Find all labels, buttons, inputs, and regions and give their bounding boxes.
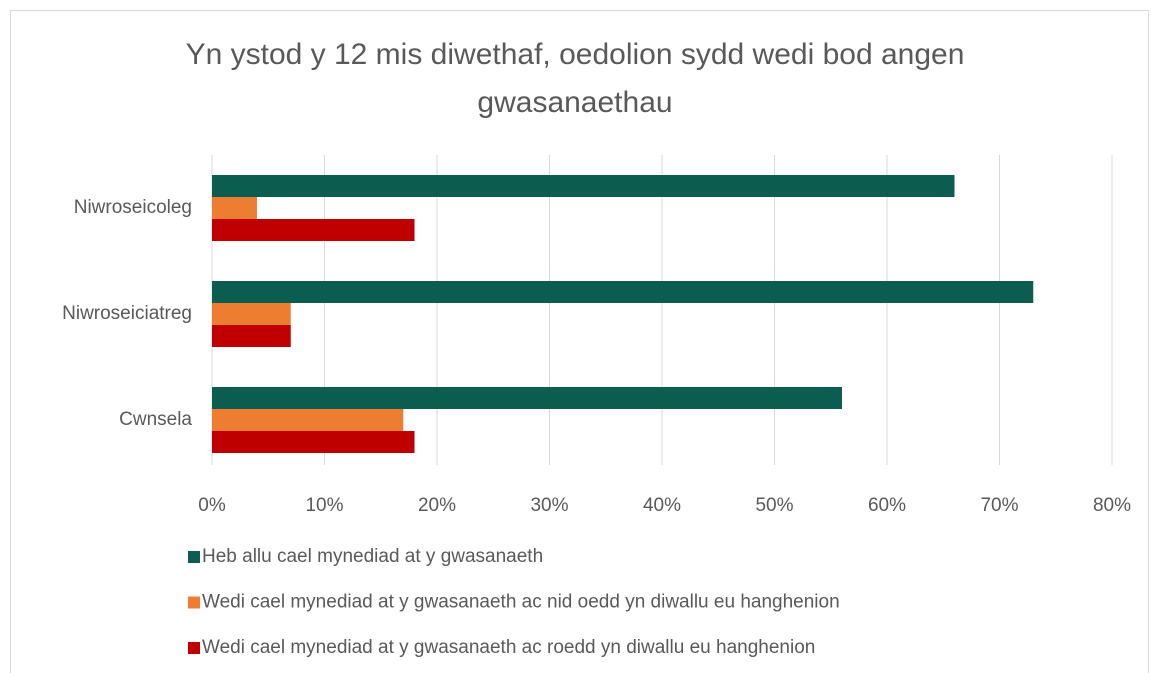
bar: [212, 197, 257, 219]
legend-swatch: [188, 596, 200, 609]
bar: [212, 409, 404, 431]
x-tick-label: 20%: [418, 495, 456, 516]
y-tick-label: Niwroseiciatreg: [62, 303, 192, 324]
legend-label: Wedi cael mynediad at y gwasanaeth ac ni…: [202, 592, 840, 613]
x-tick-label: 80%: [1093, 495, 1131, 516]
legend-label: Wedi cael mynediad at y gwasanaeth ac ro…: [202, 637, 815, 658]
y-tick-label: Cwnsela: [119, 409, 192, 430]
legend-swatch: [188, 551, 200, 563]
legend-label: Heb allu cael mynediad at y gwasanaeth: [202, 546, 543, 567]
bar: [212, 175, 955, 197]
chart-border: [10, 10, 1149, 673]
legend-swatch: [188, 642, 200, 654]
bar: [212, 303, 291, 325]
chart-title: Yn ystod y 12 mis diwethaf, oedolion syd…: [185, 38, 965, 119]
x-tick-label: 60%: [868, 495, 906, 516]
x-tick-label: 0%: [198, 495, 226, 516]
bar: [212, 281, 1034, 303]
x-tick-label: 40%: [643, 495, 681, 516]
y-tick-label: Niwroseicoleg: [74, 197, 192, 218]
x-tick-label: 70%: [980, 495, 1018, 516]
x-tick-label: 10%: [305, 495, 343, 516]
x-tick-label: 50%: [755, 495, 793, 516]
bar: [212, 325, 291, 347]
x-tick-label: 30%: [530, 495, 568, 516]
bar: [212, 387, 842, 409]
bar: [212, 219, 415, 241]
bar: [212, 431, 415, 453]
